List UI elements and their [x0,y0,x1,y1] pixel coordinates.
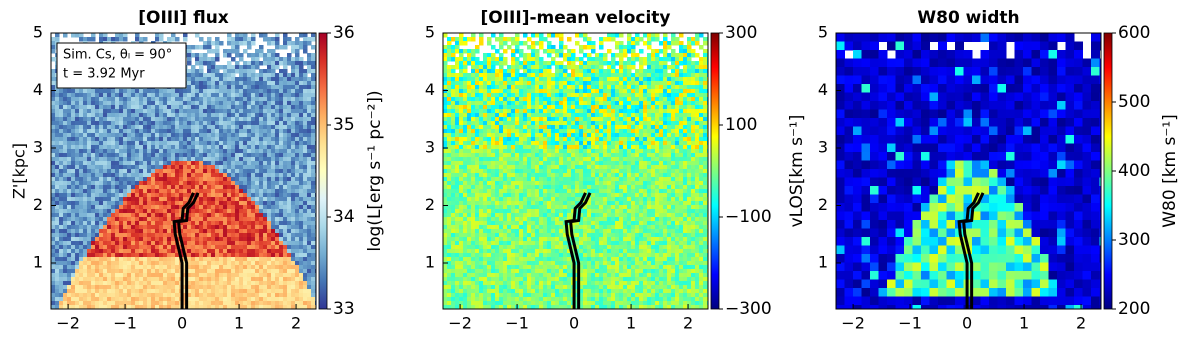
panel-title: [OIII] flux [138,8,229,28]
colorbar [319,33,327,309]
y-tick-label: 4 [425,80,435,99]
y-tick-label: 5 [818,23,828,42]
colorbar-tick-label: 200 [1118,299,1150,319]
annotation: t = 3.92 Myr [63,67,145,82]
y-tick-label: 1 [33,253,43,272]
colorbar-tick-label: 600 [1118,23,1150,43]
y-tick-label: 1 [425,253,435,272]
x-tick-label: −1 [113,314,137,333]
panel-title: [OIII]-mean velocity [481,8,671,28]
x-tick-label: 2 [291,314,301,333]
colorbar-tick-label: 500 [1118,92,1150,112]
y-tick-label: 3 [33,138,43,157]
colorbar-tick-label: 35 [333,115,355,135]
colorbar-tick-label: 33 [333,299,355,319]
x-tick-label: 2 [683,314,693,333]
colorbar-tick-label: 34 [333,207,355,227]
colorbar [1104,33,1112,309]
colorbar-tick-label: 400 [1118,161,1150,181]
panel-title: W80 width [917,8,1019,28]
annotation: Sim. Cs, θₗ = 90° [63,48,172,63]
y-tick-label: 3 [425,138,435,157]
colorbar-tick-label: 300 [1118,230,1150,250]
x-tick-label: 1 [626,314,636,333]
y-tick-label: 2 [33,195,43,214]
y-tick-label: 2 [425,195,435,214]
colorbar-label: log(L[erg s⁻¹ pc⁻²]) [365,90,385,251]
colorbar-tick-label: 36 [333,23,355,43]
x-tick-label: 0 [569,314,579,333]
x-tick-label: 0 [177,314,187,333]
x-tick-label: −1 [898,314,922,333]
colorbar-tick-label: 100 [725,115,757,135]
y-tick-label: 5 [425,23,435,42]
x-tick-label: −2 [841,314,865,333]
colorbar-tick-label: −300 [725,299,772,319]
x-tick-label: 1 [234,314,244,333]
x-tick-label: 0 [962,314,972,333]
colorbar-tick-label: 300 [725,23,757,43]
y-tick-label: 2 [818,195,828,214]
y-tick-label: 5 [33,23,43,42]
y-tick-label: 1 [818,253,828,272]
x-tick-label: −2 [448,314,472,333]
y-tick-label: 4 [818,80,828,99]
colorbar [711,33,719,309]
x-tick-label: 2 [1076,314,1086,333]
x-tick-label: 1 [1019,314,1029,333]
x-tick-label: −1 [505,314,529,333]
colorbar-tick-label: −100 [725,207,772,227]
y-tick-label: 4 [33,80,43,99]
colorbar-label: W80 [km s⁻¹] [1160,114,1180,228]
y-axis-label: Z'[kpc] [10,143,29,199]
x-tick-label: −2 [56,314,80,333]
y-tick-label: 3 [818,138,828,157]
colorbar-label: vLOS[km s⁻¹] [787,115,807,228]
